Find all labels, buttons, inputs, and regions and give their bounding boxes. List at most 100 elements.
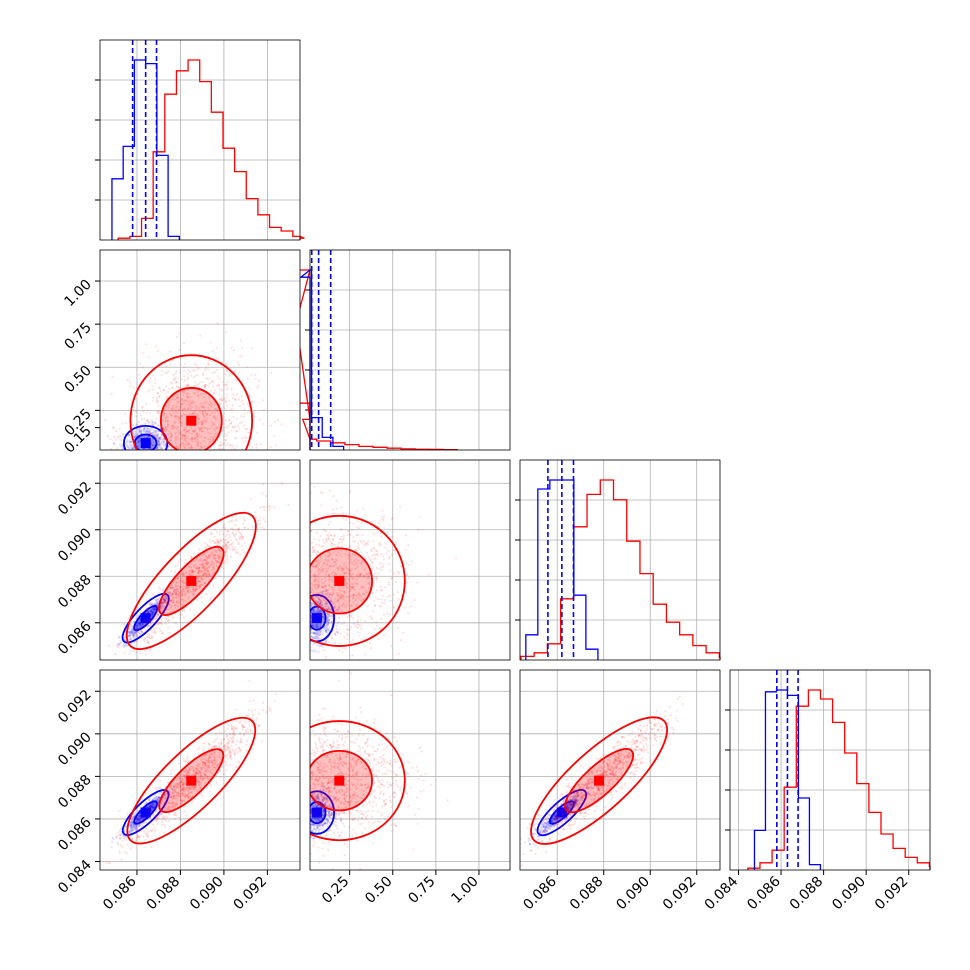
scatter-points — [100, 321, 283, 453]
scatter-point — [132, 634, 135, 637]
scatter-point — [174, 420, 178, 424]
scatter-point — [183, 379, 187, 382]
scatter-point — [155, 397, 158, 400]
scatter-point — [202, 406, 205, 409]
scatter-point — [149, 603, 152, 606]
scatter-point — [112, 442, 116, 445]
scatter-point — [155, 451, 157, 453]
scatter-point — [403, 606, 406, 609]
scatter-point — [161, 601, 164, 605]
scatter-point — [141, 450, 143, 452]
scatter-point — [138, 637, 141, 640]
scatter-point — [137, 421, 140, 424]
scatter-point — [143, 435, 146, 438]
scatter-point — [224, 535, 227, 538]
scatter-point — [141, 405, 144, 408]
scatter-point — [214, 411, 217, 414]
scatter-point — [186, 429, 189, 433]
scatter-point — [208, 441, 211, 444]
scatter-point — [201, 430, 204, 433]
scatter-point — [173, 585, 176, 589]
scatter-point — [235, 393, 238, 396]
scatter-point — [224, 362, 227, 365]
scatter-point — [205, 383, 208, 386]
scatter-point — [133, 631, 136, 634]
scatter-point — [307, 626, 309, 628]
scatter-point — [307, 623, 309, 625]
scatter-point — [203, 445, 206, 448]
scatter-point — [148, 619, 152, 622]
scatter-point — [144, 451, 146, 453]
scatter-point — [161, 441, 164, 444]
scatter-point — [306, 616, 308, 618]
scatter-point — [205, 417, 208, 420]
scatter-point — [154, 621, 157, 624]
scatter-point — [182, 399, 185, 403]
scatter-point — [213, 432, 216, 435]
scatter-point — [122, 644, 125, 647]
scatter-point — [153, 451, 155, 453]
scatter-point — [138, 441, 141, 444]
scatter-point — [180, 603, 183, 606]
scatter-point — [148, 609, 151, 612]
scatter-point — [134, 430, 137, 434]
scatter-point — [223, 545, 226, 548]
scatter-point — [226, 561, 229, 564]
scatter-point — [139, 424, 142, 427]
scatter-point — [146, 430, 149, 433]
scatter-point — [122, 645, 125, 648]
scatter-point — [368, 641, 372, 644]
scatter-point — [203, 572, 206, 575]
scatter-point — [159, 608, 162, 611]
scatter-point — [180, 403, 183, 406]
scatter-point — [208, 598, 212, 601]
scatter-point — [227, 544, 230, 547]
scatter-point — [203, 426, 206, 429]
scatter-point — [156, 424, 159, 427]
scatter-point — [197, 382, 200, 386]
scatter-point — [204, 410, 207, 413]
scatter-point — [193, 613, 196, 616]
scatter-point — [306, 625, 308, 627]
scatter-point — [186, 378, 189, 381]
scatter-point — [156, 445, 160, 448]
scatter-point — [157, 437, 161, 440]
scatter-point — [307, 647, 309, 649]
scatter-point — [213, 423, 216, 426]
scatter-point — [138, 430, 142, 434]
scatter-point — [130, 630, 133, 633]
scatter-point — [127, 634, 130, 638]
scatter-point — [167, 433, 170, 436]
scatter-point — [407, 544, 410, 547]
scatter-point — [151, 441, 154, 445]
scatter-point — [140, 435, 143, 439]
scatter-point — [262, 517, 265, 520]
scatter-point — [233, 547, 236, 551]
scatter-point — [254, 377, 257, 380]
scatter-point — [145, 419, 148, 423]
scatter-point — [166, 451, 168, 453]
scatter-point — [140, 406, 144, 410]
scatter-point — [212, 427, 215, 430]
density-peak — [186, 575, 197, 586]
scatter-point — [151, 444, 154, 447]
scatter-point — [210, 553, 213, 556]
scatter-point — [161, 601, 164, 604]
scatter-point — [165, 601, 168, 604]
scatter-point — [241, 346, 244, 350]
scatter-point — [211, 411, 214, 414]
scatter-point — [200, 426, 204, 430]
scatter-point — [147, 610, 150, 613]
scatter-point — [176, 445, 179, 448]
scatter-point — [128, 631, 131, 634]
scatter-point — [152, 443, 156, 447]
scatter-point — [178, 443, 181, 446]
scatter-point — [165, 395, 169, 398]
scatter-point — [246, 377, 249, 380]
scatter-point — [337, 649, 341, 652]
scatter-point — [199, 571, 202, 574]
scatter-point — [150, 611, 154, 614]
scatter-point — [164, 599, 167, 602]
scatter-point — [133, 631, 136, 634]
scatter-point — [249, 497, 252, 501]
